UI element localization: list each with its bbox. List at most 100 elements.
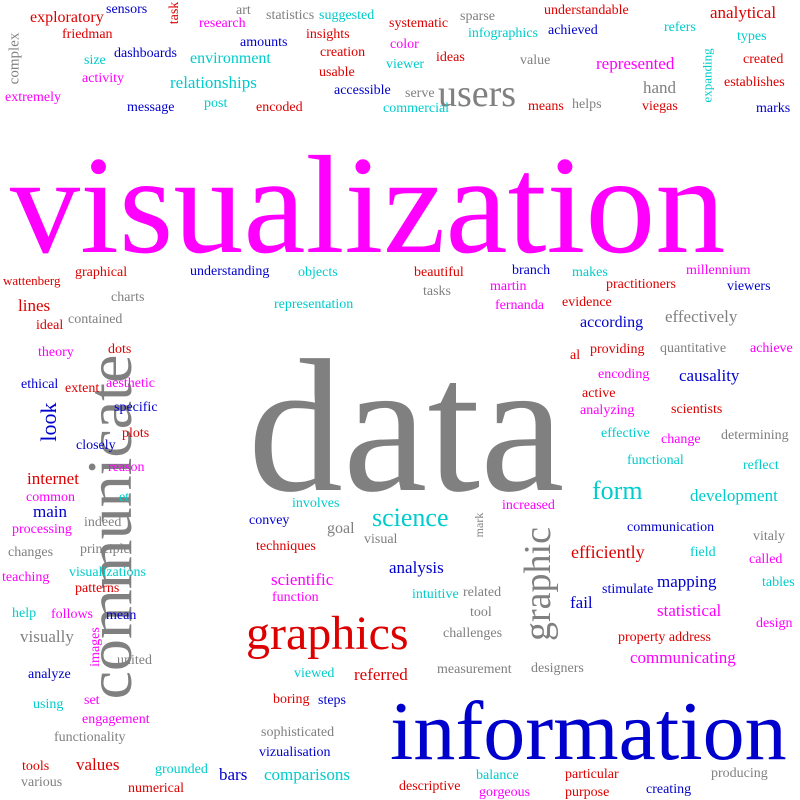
word-purpose: purpose — [565, 785, 610, 800]
word-infographics: infographics — [468, 26, 538, 41]
word-values: values — [76, 755, 120, 774]
word-wattenberg: wattenberg — [3, 273, 61, 288]
word-objects: objects — [298, 265, 338, 280]
word-systematic: systematic — [389, 16, 449, 31]
word-al: al — [570, 348, 581, 363]
word-beautiful: beautiful — [414, 265, 464, 280]
word-branch: branch — [512, 263, 551, 278]
word-fernanda: fernanda — [495, 298, 544, 313]
word-graphics: graphics — [246, 607, 409, 660]
word-convey: convey — [249, 513, 290, 528]
word-makes: makes — [572, 265, 608, 280]
word-form: form — [592, 476, 643, 505]
word-development: development — [690, 486, 778, 505]
word-scientists: scientists — [671, 402, 723, 417]
word-comparisons: comparisons — [264, 765, 350, 784]
word-goal: goal — [327, 520, 355, 537]
word-expanding: expanding — [699, 48, 715, 103]
word-viewed: viewed — [294, 666, 335, 681]
word-principle: principle — [80, 542, 130, 557]
word-descriptive: descriptive — [399, 779, 461, 794]
word-aesthetic: aesthetic — [106, 376, 155, 391]
word-field: field — [690, 545, 716, 560]
word-size: size — [84, 53, 106, 68]
word-teaching: teaching — [2, 570, 50, 585]
word-challenges: challenges — [443, 626, 503, 641]
word-sparse: sparse — [460, 9, 495, 24]
word-set: set — [84, 693, 100, 708]
word-mark: mark — [472, 512, 486, 538]
word-determining: determining — [721, 428, 789, 443]
word-extent: extent — [65, 381, 100, 396]
word-techniques: techniques — [256, 539, 316, 554]
word-activity: activity — [82, 71, 124, 86]
word-united: united — [117, 653, 152, 668]
word-statistics: statistics — [266, 8, 315, 23]
word-value: value — [520, 53, 551, 68]
word-represented: represented — [596, 54, 675, 73]
word-usable: usable — [319, 65, 355, 80]
word-friedman: friedman — [62, 27, 113, 42]
word-patterns: patterns — [75, 581, 120, 596]
word-graphic: graphic — [517, 527, 559, 641]
word-exploratory: exploratory — [30, 9, 104, 26]
word-environment: environment — [190, 50, 271, 67]
word-suggested: suggested — [319, 8, 375, 23]
word-ethical: ethical — [21, 377, 59, 392]
word-particular: particular — [565, 767, 619, 782]
word-charts: charts — [111, 290, 145, 305]
word-functional: functional — [627, 453, 684, 468]
word-numerical: numerical — [128, 781, 184, 796]
word-refers: refers — [664, 20, 696, 35]
word-message: message — [127, 100, 175, 115]
word-processing: processing — [12, 522, 72, 537]
word-mean: mean — [106, 608, 137, 623]
word-vitaly: vitaly — [753, 529, 785, 544]
word-means: means — [528, 99, 564, 114]
word-visual: visual — [364, 532, 398, 547]
word-related: related — [463, 585, 502, 600]
word-understandable: understandable — [544, 3, 629, 18]
word-specific: specific — [114, 400, 158, 415]
word-look: look — [36, 402, 61, 442]
word-viegas: viegas — [642, 99, 678, 114]
word-functionality: functionality — [54, 730, 126, 745]
word-created: created — [743, 52, 784, 67]
word-help: help — [12, 606, 37, 621]
word-dots: dots — [108, 342, 132, 357]
word-data: data — [248, 322, 565, 532]
word-engagement: engagement — [82, 712, 150, 727]
word-graphical: graphical — [75, 265, 128, 280]
word-common: common — [26, 490, 75, 505]
word-tasks: tasks — [423, 284, 451, 299]
word-marks: marks — [756, 101, 791, 116]
word-effectively: effectively — [665, 307, 738, 326]
word-increased: increased — [502, 498, 555, 513]
word-grounded: grounded — [155, 762, 208, 777]
word-tools: tools — [22, 759, 50, 774]
word-using: using — [33, 697, 64, 712]
word-internet: internet — [27, 469, 79, 488]
word-creating: creating — [646, 782, 692, 797]
word-complex: complex — [6, 32, 23, 85]
word-bars: bars — [219, 765, 248, 784]
word-analysis: analysis — [389, 558, 444, 577]
word-balance: balance — [476, 768, 519, 783]
word-lines: lines — [18, 296, 51, 315]
word-vizualisation: vizualisation — [259, 745, 331, 760]
word-reflect: reflect — [743, 458, 779, 473]
word-main: main — [33, 502, 67, 521]
word-fail: fail — [570, 593, 593, 612]
word-mapping: mapping — [657, 572, 717, 591]
word-tool: tool — [470, 605, 492, 620]
word-sophisticated: sophisticated — [261, 725, 335, 740]
word-causality: causality — [679, 366, 740, 385]
word-communication: communication — [627, 520, 715, 535]
word-active: active — [582, 386, 616, 401]
word-measurement: measurement — [437, 662, 512, 677]
word-efficiently: efficiently — [571, 542, 645, 562]
word-viewer: viewer — [386, 57, 425, 72]
word-color: color — [390, 37, 419, 52]
word-communicating: communicating — [630, 648, 736, 667]
